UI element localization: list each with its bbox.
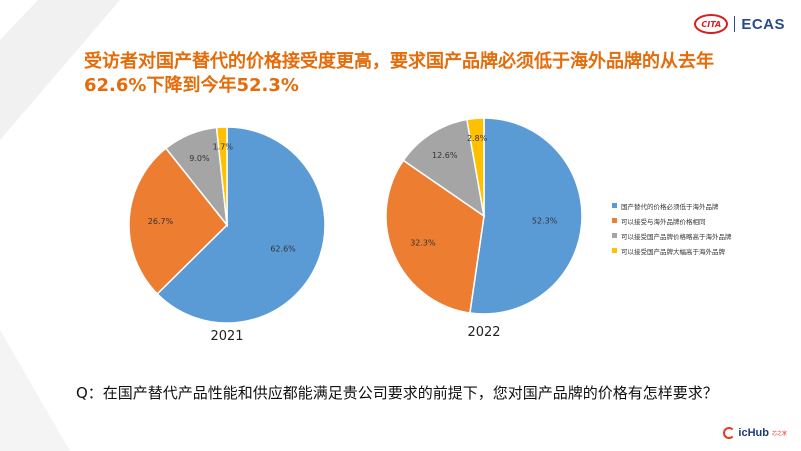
ichub-brand-sub: 芯之家 [771,430,787,437]
data-label-2022-1: 52.3% [532,216,558,225]
pie-slice-2022-3 [402,118,486,218]
data-label-2022-2: 32.3% [410,239,436,248]
legend-label: 可以接受国产品牌大幅高于海外品牌 [621,247,725,256]
chart-legend: 国产替代的价格必须低于海外品牌 可以接受与海外品牌价格相同可以接受国产品牌价格略高… [612,198,732,258]
pie-slice-2021-4 [215,126,228,226]
legend-label: 可以接受与海外品牌价格相同 [621,217,706,226]
pie-2022: 52.3% 32.3% 12.6% 2.8% [385,117,583,315]
data-label-2021-4: 1.7% [213,143,234,152]
legend-swatch [612,203,617,208]
pie-2021: 62.6% 26.7% 9.0%1.7% [128,126,326,324]
legend-label: 国产替代的价格必须低于海外品牌 [621,202,719,211]
legend-item-1: 国产替代的价格必须低于海外品牌 [612,198,732,213]
data-label-2021-2: 26.7% [148,217,174,226]
pie-slice-2022-4 [465,117,485,217]
legend-item-4: 可以接受国产品牌大幅高于海外品牌 [612,243,732,258]
legend-item-2: 可以接受与海外品牌价格相同 [612,213,732,228]
data-label-2021-1: 62.6% [270,244,296,253]
chart-title-2022: 2022 [467,325,500,340]
data-label-2021-3: 9.0% [189,154,210,163]
data-label-2022-4: 2.8% [467,134,488,143]
header-logo: CITA ECAS [694,13,785,35]
ichub-brand-text: icHub [738,427,769,439]
ecas-logo-text: ECAS [741,15,785,33]
ichub-logo: icHub 芯之家 [723,427,787,439]
pie-slice-2021-2 [128,147,229,295]
slide-title: 受访者对国产替代的价格接受度更高，要求国产品牌必须低于海外品牌的从去年62.6%… [84,51,714,96]
data-label-2022-3: 12.6% [432,151,458,160]
legend-item-3: 可以接受国产品牌价格略高于海外品牌 [612,228,732,243]
legend-swatch [612,248,617,253]
legend-swatch [612,218,617,223]
logo-divider [734,16,736,32]
ichub-logo-icon [723,427,736,439]
pie-slice-2022-1 [469,117,583,315]
legend-label: 可以接受国产品牌价格略高于海外品牌 [621,232,732,241]
survey-question: Q：在国产替代产品性能和供应都能满足贵公司要求的前提下，您对国产品牌的价格有怎样… [76,384,718,402]
pie-slice-2022-2 [385,159,485,314]
chart-title-2021: 2021 [210,329,243,344]
cita-logo-icon: CITA [694,14,729,34]
legend-swatch [612,233,617,238]
pie-slice-2021-1 [156,126,326,324]
